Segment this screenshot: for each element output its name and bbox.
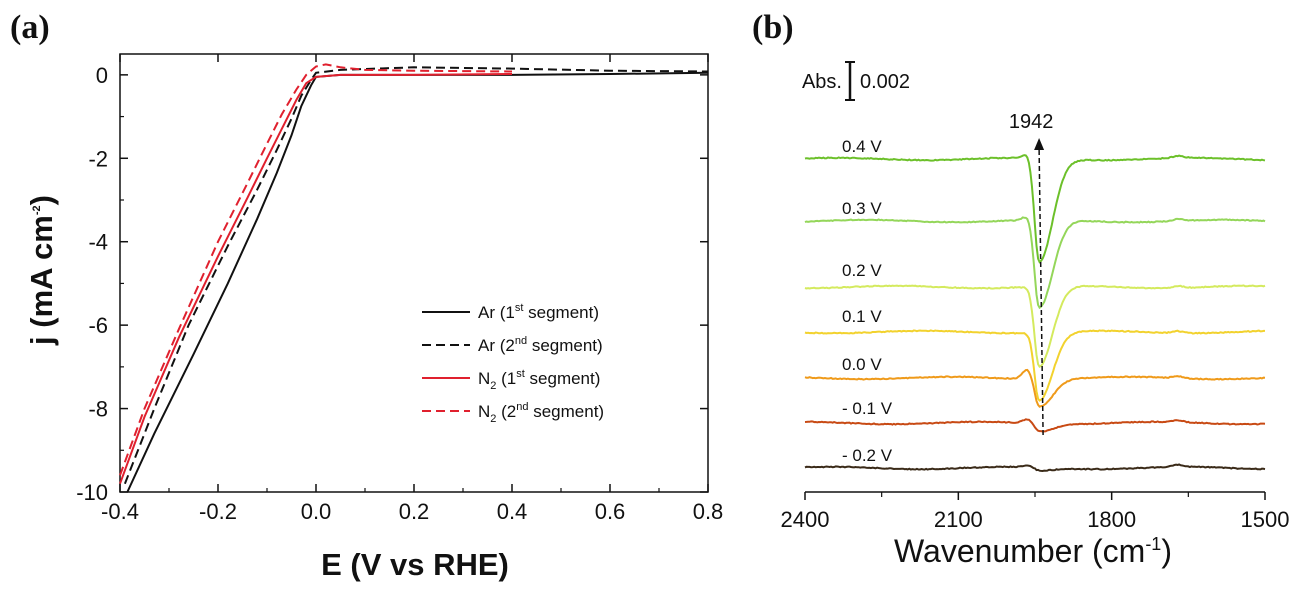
panel-a-x-tick-label: 0.2 — [399, 499, 430, 524]
panel-b-x-tick-label: 2100 — [934, 507, 983, 532]
panel-b-series-label-1: 0.4 V — [842, 137, 882, 156]
panel-b-plot: 2400 2100 1800 1500 0.4 V 0.3 V 0.2 V 0.1 V 0.0… — [781, 61, 1290, 569]
legend-label-1: Ar (1st segment) — [478, 302, 599, 322]
panel-b-series-label-5: 0.0 V — [842, 355, 882, 374]
panel-b-series-label-2: 0.3 V — [842, 199, 882, 218]
panel-b-series-line-7 — [804, 463, 1266, 473]
panel-b-series-line-4 — [804, 329, 1265, 402]
panel-a-ticks: -0.4 -0.2 0.0 0.2 0.4 0.6 0.8 0 -2 -4 -6 -8 -10 — [76, 54, 723, 524]
panel-b-x-tick-label: 1500 — [1241, 507, 1290, 532]
panel-a-series-line-2 — [123, 66, 709, 485]
panel-b-x-axis-label: Wavenumber (cm-1) — [894, 533, 1172, 569]
peak-arrow-head — [1034, 138, 1045, 150]
panel-a-series — [119, 63, 709, 493]
peak-annotation: 1942 — [1009, 111, 1054, 436]
panel-b-series-line-3 — [804, 284, 1266, 369]
panel-a-y-tick-label: -4 — [88, 230, 108, 255]
panel-a-x-tick-label: 0.4 — [497, 499, 528, 524]
panel-a-plot: -0.4 -0.2 0.0 0.2 0.4 0.6 0.8 0 -2 -4 -6 -8 -10 Ar (… — [24, 53, 723, 582]
panel-b-series-label-3: 0.2 V — [842, 261, 882, 280]
panel-a-x-axis-label: E (V vs RHE) — [321, 547, 509, 582]
panel-b-tag: (b) — [752, 9, 794, 46]
panel-b-series-label-4: 0.1 V — [842, 307, 882, 326]
panel-b-series — [804, 154, 1266, 473]
panel-a-x-tick-label: 0.6 — [595, 499, 626, 524]
panel-a-series-line-4 — [119, 63, 513, 476]
panel-a-tag: (a) — [10, 9, 50, 46]
panel-b-series-line-1 — [804, 154, 1266, 264]
peak-arrow-line — [1038, 147, 1044, 436]
legend-label-2: Ar (2nd segment) — [478, 335, 603, 355]
panel-b-x-tick-label: 2400 — [781, 507, 830, 532]
scale-bar-label: Abs. — [802, 71, 842, 93]
panel-a-frame — [119, 53, 709, 493]
legend-label-3: N2 (1st segment) — [478, 368, 600, 392]
panel-b-ticks: 2400 2100 1800 1500 — [781, 492, 1290, 532]
panel-a-y-tick-label: -6 — [88, 313, 108, 338]
panel-a-y-axis-label: j (mA cm-2) — [24, 195, 59, 346]
panel-a-x-tick-label: 0.8 — [693, 499, 724, 524]
panel-b-x-tick-label: 1800 — [1087, 507, 1136, 532]
panel-a-x-tick-label: 0.0 — [301, 499, 332, 524]
panel-a-x-tick-label: -0.4 — [101, 499, 139, 524]
peak-annotation-label: 1942 — [1009, 111, 1054, 133]
panel-b-series-labels: 0.4 V 0.3 V 0.2 V 0.1 V 0.0 V - 0.1 V - 0.2 V — [842, 137, 893, 465]
legend-label-4: N2 (2nd segment) — [478, 401, 604, 425]
panel-a-y-tick-label: -8 — [88, 397, 108, 422]
panel-b-series-line-6 — [804, 418, 1266, 433]
panel-a-y-tick-label: 0 — [96, 63, 108, 88]
panel-a-y-tick-label: -10 — [76, 480, 108, 505]
panel-b-series-line-5 — [804, 368, 1266, 408]
panel-a-series-line-1 — [126, 71, 709, 493]
panel-a-y-tick-label: -2 — [88, 146, 108, 171]
panel-b-series-label-6: - 0.1 V — [842, 399, 893, 418]
panel-b-series-line-2 — [804, 216, 1266, 310]
panel-a-legend: Ar (1st segment) Ar (2nd segment) N2 (1st … — [422, 302, 604, 425]
panel-a-series-line-3 — [119, 73, 513, 485]
scale-bar-value: 0.002 — [860, 71, 910, 93]
panel-b-series-label-7: - 0.2 V — [842, 446, 893, 465]
panel-a-x-tick-label: -0.2 — [199, 499, 237, 524]
